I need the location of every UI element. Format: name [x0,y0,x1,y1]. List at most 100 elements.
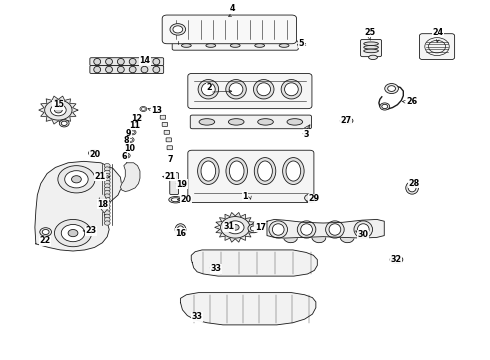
Circle shape [104,170,110,175]
Ellipse shape [254,158,276,184]
Text: 10: 10 [124,144,135,153]
Ellipse shape [364,42,378,45]
Circle shape [65,171,88,188]
Ellipse shape [340,232,354,243]
Circle shape [58,166,95,193]
Ellipse shape [153,58,160,65]
Ellipse shape [141,58,148,65]
Ellipse shape [141,66,148,73]
Circle shape [89,149,98,157]
Circle shape [54,220,92,247]
Text: 18: 18 [98,200,109,209]
Ellipse shape [364,45,378,49]
Circle shape [131,131,135,134]
Ellipse shape [169,197,182,203]
Text: 9: 9 [126,129,131,138]
Text: 3: 3 [304,130,309,139]
Circle shape [104,180,110,185]
Text: 21: 21 [95,172,106,181]
Polygon shape [191,250,318,276]
Text: 31: 31 [224,222,235,231]
Ellipse shape [106,58,112,65]
Polygon shape [35,161,122,251]
Polygon shape [180,293,316,325]
Ellipse shape [153,66,160,73]
Text: 33: 33 [211,265,222,274]
Circle shape [104,187,110,192]
Circle shape [104,194,110,198]
Ellipse shape [357,224,369,235]
Ellipse shape [198,80,219,99]
Circle shape [68,229,78,237]
Ellipse shape [286,161,301,181]
Circle shape [50,104,66,116]
Text: 4: 4 [230,4,236,13]
Text: 24: 24 [433,28,443,37]
Circle shape [380,103,390,110]
Circle shape [54,107,62,113]
Text: 12: 12 [132,114,143,123]
Circle shape [125,145,132,150]
Ellipse shape [258,119,273,125]
Ellipse shape [354,221,372,238]
Circle shape [220,217,250,238]
FancyBboxPatch shape [90,58,164,66]
Circle shape [123,153,130,158]
Polygon shape [39,96,78,124]
Ellipse shape [175,224,186,235]
FancyBboxPatch shape [162,122,168,126]
FancyBboxPatch shape [170,173,178,194]
FancyBboxPatch shape [188,73,312,109]
Ellipse shape [171,198,180,202]
Text: 6: 6 [122,152,127,161]
Ellipse shape [301,224,313,235]
Text: 15: 15 [53,100,64,109]
Ellipse shape [197,158,219,184]
Text: 26: 26 [406,96,417,105]
Ellipse shape [229,83,243,96]
Circle shape [127,146,131,149]
Circle shape [250,226,257,231]
Ellipse shape [392,257,400,262]
Ellipse shape [408,184,416,192]
Ellipse shape [269,221,288,238]
Circle shape [104,174,110,178]
Circle shape [388,86,395,91]
FancyBboxPatch shape [162,15,296,44]
Text: 22: 22 [39,237,50,246]
FancyBboxPatch shape [190,115,312,129]
Ellipse shape [181,44,191,47]
Ellipse shape [201,83,215,96]
Circle shape [45,100,72,120]
Ellipse shape [129,66,136,73]
Text: 20: 20 [180,195,192,204]
Ellipse shape [297,221,316,238]
Ellipse shape [281,80,302,99]
Polygon shape [267,220,384,238]
Text: 32: 32 [391,255,402,264]
Circle shape [59,120,69,127]
Circle shape [231,225,239,230]
Ellipse shape [129,58,136,65]
Ellipse shape [255,44,265,47]
Ellipse shape [329,224,341,235]
Circle shape [104,221,110,225]
FancyBboxPatch shape [419,34,455,59]
Circle shape [137,116,141,119]
FancyBboxPatch shape [160,115,166,119]
FancyBboxPatch shape [188,150,314,203]
Circle shape [61,121,67,126]
Circle shape [104,211,110,215]
Ellipse shape [312,232,326,243]
Circle shape [173,26,183,33]
Text: 30: 30 [358,230,369,239]
Ellipse shape [228,119,244,125]
Circle shape [61,225,85,242]
Text: 7: 7 [168,156,173,165]
Circle shape [104,190,110,195]
Ellipse shape [199,119,215,125]
Ellipse shape [201,161,216,181]
Circle shape [135,115,142,120]
Text: 25: 25 [364,28,375,37]
Ellipse shape [226,158,247,184]
